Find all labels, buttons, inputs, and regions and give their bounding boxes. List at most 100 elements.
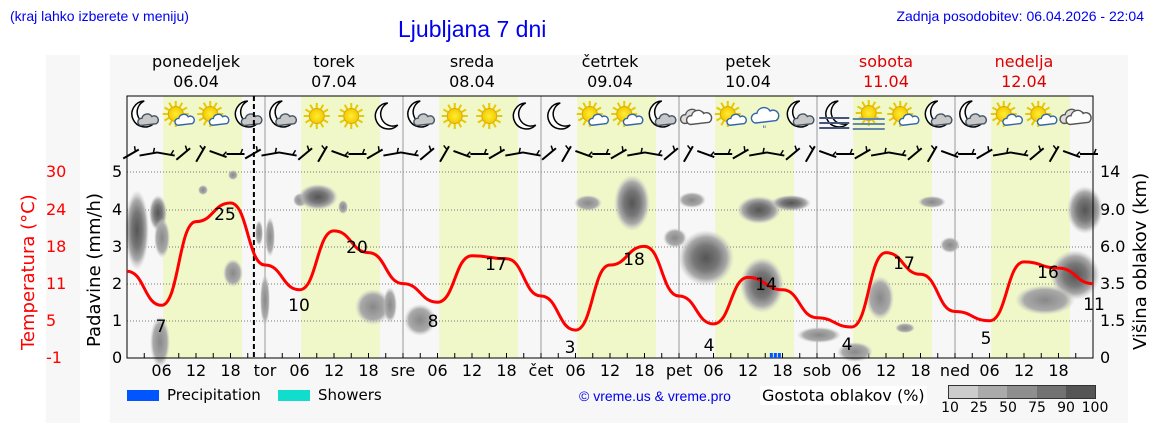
svg-text:4: 4 (704, 336, 715, 356)
showers-legend-label: Showers (318, 386, 382, 404)
temp-tick: 11 (46, 274, 67, 293)
moon-cloud-icon (407, 100, 435, 128)
precipitation-legend-label: Precipitation (167, 386, 261, 404)
page-title: Ljubljana 7 dni (398, 16, 547, 42)
density-tick: 50 (999, 400, 1017, 416)
x-tick: 06 (979, 361, 1000, 380)
day-label-0: ponedeljek 06.04 (152, 52, 240, 91)
x-tick: pet (665, 361, 693, 380)
grid-lines (126, 96, 1094, 358)
x-tick: 18 (1048, 361, 1069, 380)
x-tick: 06 (703, 361, 724, 380)
svg-text:8: 8 (428, 312, 439, 332)
moon-cloud-icon (269, 100, 297, 128)
precip-tick: 0 (112, 348, 123, 367)
svg-text:": " (762, 125, 766, 135)
x-tick: 18 (634, 361, 655, 380)
wind-barbs-row (122, 144, 1098, 163)
cloud-density-label: Gostota oblakov (%) (760, 386, 927, 405)
day-label-1: torek 07.04 (311, 52, 357, 91)
temperature-axis-panel (46, 55, 80, 423)
sun-cloud-icon (576, 101, 609, 127)
location-menu-hint[interactable]: (kraj lahko izberete v meniju) (10, 8, 189, 24)
x-tick: 06 (427, 361, 448, 380)
x-tick: 12 (185, 361, 207, 380)
sun-cloud-icon (887, 101, 920, 127)
density-swatch (1007, 386, 1037, 398)
x-tick: čet (528, 361, 554, 380)
moon-icon (512, 102, 537, 130)
svg-text:10: 10 (288, 296, 310, 316)
sun-icon (303, 103, 330, 129)
x-tick: 18 (358, 361, 379, 380)
x-tick: 06 (289, 361, 310, 380)
precip-tick: 1 (112, 311, 123, 330)
precipitation-bars (769, 353, 781, 358)
temp-tick: 5 (46, 311, 57, 330)
sun-cloud-icon (197, 101, 230, 127)
density-swatch (949, 386, 979, 398)
svg-text:7: 7 (156, 317, 167, 337)
sun-icon (441, 103, 468, 129)
svg-text:14: 14 (755, 275, 777, 295)
x-tick: 12 (1013, 361, 1035, 380)
sun-fog-icon (852, 100, 885, 130)
precip-tick: 5 (112, 162, 123, 181)
x-tick: 18 (496, 361, 517, 380)
cloud-tick: 1.5 (1100, 311, 1126, 330)
svg-text:16: 16 (1037, 263, 1059, 283)
sun-cloud-icon (990, 101, 1023, 127)
cloud-tick: 3.5 (1100, 274, 1126, 293)
density-tick: 90 (1057, 400, 1075, 416)
x-tick: 18 (772, 361, 793, 380)
last-update: Zadnja posodobitev: 06.04.2026 - 22:04 (896, 8, 1144, 24)
x-tick: ned (939, 361, 971, 380)
svg-text:17: 17 (893, 254, 915, 274)
day-label-5: sobota 11.04 (858, 52, 914, 91)
density-tick: 10 (941, 400, 959, 416)
density-tick: 100 (1081, 400, 1109, 416)
cloud-icon (679, 108, 713, 126)
weather-icons-row: " (131, 100, 1092, 135)
cloud-tick: 14 (1100, 162, 1121, 181)
svg-text:4: 4 (842, 335, 853, 355)
moon-icon (374, 102, 399, 130)
showers-swatch (278, 390, 310, 401)
svg-text:18: 18 (623, 250, 645, 270)
x-tick: 18 (910, 361, 931, 380)
cloud-tick: 9.0 (1100, 200, 1126, 219)
day-label-2: sreda 08.04 (449, 52, 495, 91)
moon-cloud-icon (924, 100, 953, 128)
moon-cloud-icon (131, 100, 159, 128)
x-tick: sob (802, 361, 832, 380)
x-tick: 06 (841, 361, 862, 380)
day-label-6: nedelja 12.04 (994, 52, 1054, 91)
svg-text:17: 17 (485, 255, 507, 275)
density-swatch (978, 386, 1008, 398)
density-tick: 75 (1028, 400, 1046, 416)
precip-tick: 2 (112, 274, 123, 293)
temperature-line (126, 201, 1094, 332)
x-tick: 12 (461, 361, 483, 380)
svg-text:5: 5 (981, 329, 992, 349)
moon-cloud-icon (234, 100, 263, 128)
precipitation-swatch (127, 390, 159, 401)
x-tick: 12 (599, 361, 621, 380)
precip-tick: 3 (112, 237, 123, 256)
moon-fog-icon (819, 100, 850, 129)
svg-text:25: 25 (214, 205, 236, 225)
x-tick: tor (253, 361, 277, 380)
copyright-link[interactable]: © vreme.us & vreme.pro (579, 388, 731, 404)
density-tick: 25 (970, 400, 988, 416)
daylight-bands (127, 96, 1093, 358)
sun-cloud-icon (611, 101, 644, 127)
temp-tick: -1 (46, 348, 62, 367)
density-swatch (1065, 386, 1096, 398)
density-swatch (1036, 386, 1066, 398)
svg-text:11: 11 (1083, 295, 1105, 315)
cloud-density-blobs (125, 170, 1103, 368)
plot-frame (126, 95, 1094, 359)
sun-cloud-icon (162, 101, 195, 127)
moon-cloud-icon (648, 100, 677, 128)
